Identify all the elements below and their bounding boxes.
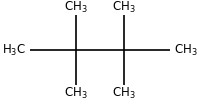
Text: $\mathregular{CH_3}$: $\mathregular{CH_3}$ bbox=[64, 85, 88, 100]
Text: $\mathregular{H_3C}$: $\mathregular{H_3C}$ bbox=[2, 42, 26, 57]
Text: $\mathregular{CH_3}$: $\mathregular{CH_3}$ bbox=[112, 0, 136, 14]
Text: $\mathregular{CH_3}$: $\mathregular{CH_3}$ bbox=[64, 0, 88, 14]
Text: $\mathregular{CH_3}$: $\mathregular{CH_3}$ bbox=[174, 42, 198, 57]
Text: $\mathregular{CH_3}$: $\mathregular{CH_3}$ bbox=[112, 85, 136, 100]
